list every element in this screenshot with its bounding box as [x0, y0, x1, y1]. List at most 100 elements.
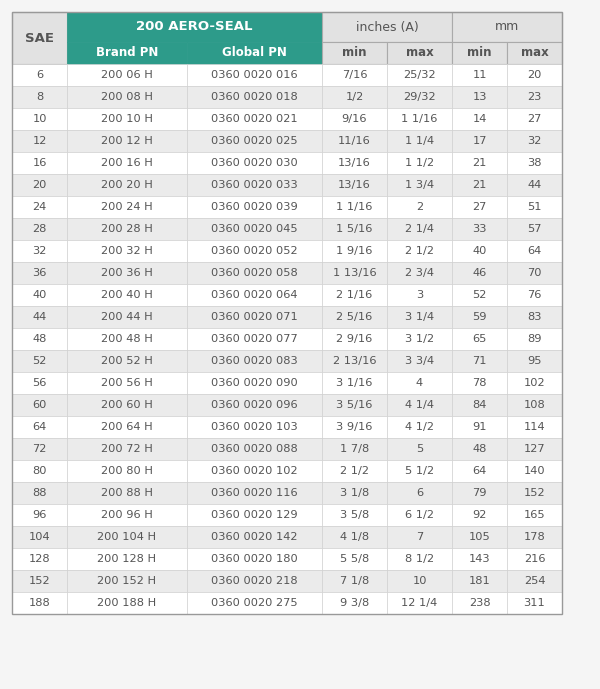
Text: 5 1/2: 5 1/2 [405, 466, 434, 476]
Bar [452, 130, 507, 152]
Text: 44: 44 [527, 180, 542, 190]
Bar [187, 460, 322, 482]
Bar [67, 86, 187, 108]
Text: 200 28 H: 200 28 H [101, 224, 153, 234]
Bar [67, 174, 187, 196]
Bar [387, 240, 452, 262]
Bar [507, 482, 562, 504]
Text: 0360 0020 218: 0360 0020 218 [211, 576, 298, 586]
Bar [12, 12, 562, 614]
Text: 33: 33 [472, 224, 487, 234]
Bar [322, 196, 387, 218]
Text: 89: 89 [527, 334, 542, 344]
Bar [67, 328, 187, 350]
Bar [67, 284, 187, 306]
Text: 127: 127 [524, 444, 545, 454]
Bar [12, 460, 67, 482]
Bar [187, 394, 322, 416]
Text: 80: 80 [32, 466, 47, 476]
Text: 64: 64 [527, 246, 542, 256]
Bar [452, 262, 507, 284]
Bar [12, 152, 67, 174]
Bar [452, 350, 507, 372]
Bar [187, 108, 322, 130]
Text: 36: 36 [32, 268, 47, 278]
Text: 311: 311 [524, 598, 545, 608]
Text: 7 1/8: 7 1/8 [340, 576, 369, 586]
Text: 200 104 H: 200 104 H [97, 532, 157, 542]
Text: 200 AERO-SEAL: 200 AERO-SEAL [136, 21, 253, 34]
Bar [507, 504, 562, 526]
Text: 108: 108 [524, 400, 545, 410]
Bar [12, 350, 67, 372]
Bar [387, 64, 452, 86]
Text: 65: 65 [472, 334, 487, 344]
Bar [187, 174, 322, 196]
Bar [387, 328, 452, 350]
Text: 0360 0020 071: 0360 0020 071 [211, 312, 298, 322]
Bar [452, 328, 507, 350]
Text: 216: 216 [524, 554, 545, 564]
Bar [387, 570, 452, 592]
Text: 1/2: 1/2 [346, 92, 364, 102]
Text: 32: 32 [32, 246, 47, 256]
Bar [12, 526, 67, 548]
Text: 0360 0020 025: 0360 0020 025 [211, 136, 298, 146]
Bar [507, 416, 562, 438]
Bar [507, 372, 562, 394]
Text: 200 36 H: 200 36 H [101, 268, 153, 278]
Text: 7: 7 [416, 532, 423, 542]
Bar [387, 86, 452, 108]
Text: 21: 21 [472, 158, 487, 168]
Bar [187, 240, 322, 262]
Text: 188: 188 [29, 598, 50, 608]
Bar [387, 174, 452, 196]
Bar [507, 350, 562, 372]
Text: 9 3/8: 9 3/8 [340, 598, 369, 608]
Text: 0360 0020 096: 0360 0020 096 [211, 400, 298, 410]
Text: 1 9/16: 1 9/16 [337, 246, 373, 256]
Text: 24: 24 [32, 202, 47, 212]
Bar [322, 218, 387, 240]
Text: 21: 21 [472, 180, 487, 190]
Text: Brand PN: Brand PN [96, 46, 158, 59]
Text: 2 1/4: 2 1/4 [405, 224, 434, 234]
Bar [12, 240, 67, 262]
Bar [12, 438, 67, 460]
Text: 1 5/16: 1 5/16 [337, 224, 373, 234]
Bar [12, 548, 67, 570]
Text: 128: 128 [29, 554, 50, 564]
Text: 2 1/16: 2 1/16 [337, 290, 373, 300]
Text: 2 3/4: 2 3/4 [405, 268, 434, 278]
Text: 38: 38 [527, 158, 542, 168]
Bar [452, 306, 507, 328]
Bar [67, 64, 187, 86]
Text: 78: 78 [472, 378, 487, 388]
Text: 200 128 H: 200 128 H [97, 554, 157, 564]
Bar [67, 196, 187, 218]
Text: mm: mm [495, 21, 519, 34]
Text: 0360 0020 116: 0360 0020 116 [211, 488, 298, 498]
Text: 7/16: 7/16 [342, 70, 367, 80]
Text: 23: 23 [527, 92, 542, 102]
Text: 1 7/8: 1 7/8 [340, 444, 369, 454]
Text: 0360 0020 021: 0360 0020 021 [211, 114, 298, 124]
Bar [387, 416, 452, 438]
Bar [187, 218, 322, 240]
Text: 71: 71 [472, 356, 487, 366]
Bar [452, 592, 507, 614]
Bar [387, 42, 452, 64]
Text: 0360 0020 064: 0360 0020 064 [211, 290, 298, 300]
Bar [187, 306, 322, 328]
Bar [387, 152, 452, 174]
Bar [187, 152, 322, 174]
Text: 20: 20 [527, 70, 542, 80]
Text: 200 72 H: 200 72 H [101, 444, 153, 454]
Bar [187, 570, 322, 592]
Bar [452, 86, 507, 108]
Bar [507, 284, 562, 306]
Text: 84: 84 [472, 400, 487, 410]
Bar [322, 350, 387, 372]
Bar [452, 570, 507, 592]
Bar [507, 240, 562, 262]
